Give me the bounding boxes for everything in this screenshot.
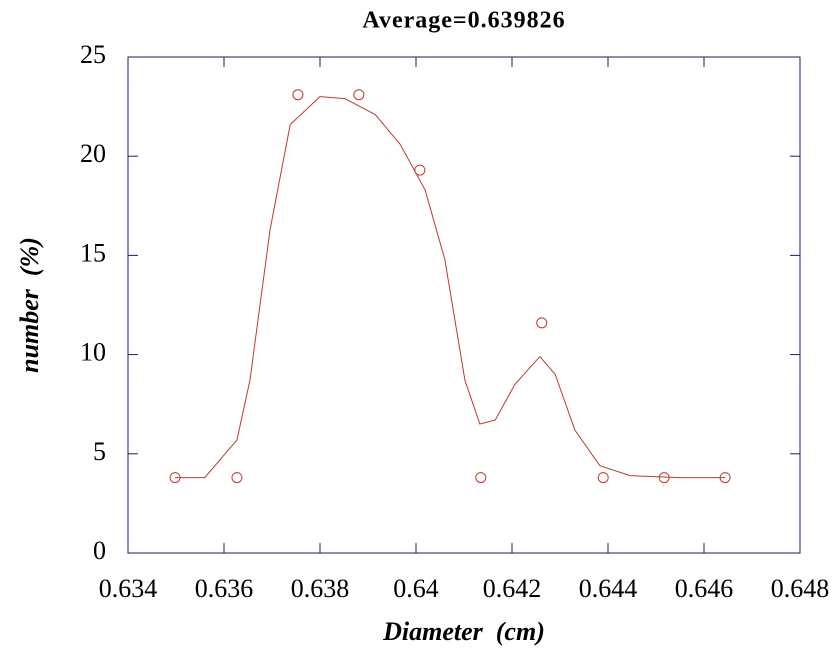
data-point — [658, 472, 670, 484]
x-tick-label: 0.648 — [771, 574, 830, 603]
x-tick-label: 0.644 — [579, 574, 638, 603]
y-tick-label: 0 — [93, 536, 106, 565]
data-point — [597, 472, 609, 484]
data-point — [169, 472, 181, 484]
x-tick-label: 0.646 — [675, 574, 734, 603]
y-tick-label: 20 — [80, 139, 106, 168]
x-tick-label: 0.636 — [195, 574, 254, 603]
x-tick-label: 0.64 — [393, 574, 439, 603]
y-tick-label: 10 — [80, 338, 106, 367]
data-point — [475, 472, 487, 484]
data-point — [231, 472, 243, 484]
data-point — [292, 89, 304, 101]
x-tick-label: 0.638 — [291, 574, 350, 603]
y-tick-label: 25 — [80, 40, 106, 69]
data-point — [353, 89, 365, 101]
x-tick-label: 0.642 — [483, 574, 542, 603]
plot-frame — [127, 56, 801, 554]
data-point — [719, 472, 731, 484]
fit-curve — [175, 96, 726, 479]
x-tick-label: 0.634 — [99, 574, 158, 603]
chart-title: Average=0.639826 — [362, 8, 565, 34]
y-axis-label: number (%) — [15, 237, 44, 373]
x-axis-label: Diameter (cm) — [382, 617, 545, 646]
y-tick-label: 15 — [80, 238, 106, 267]
data-point — [536, 317, 548, 329]
data-point — [414, 164, 426, 176]
y-tick-label: 5 — [93, 437, 106, 466]
